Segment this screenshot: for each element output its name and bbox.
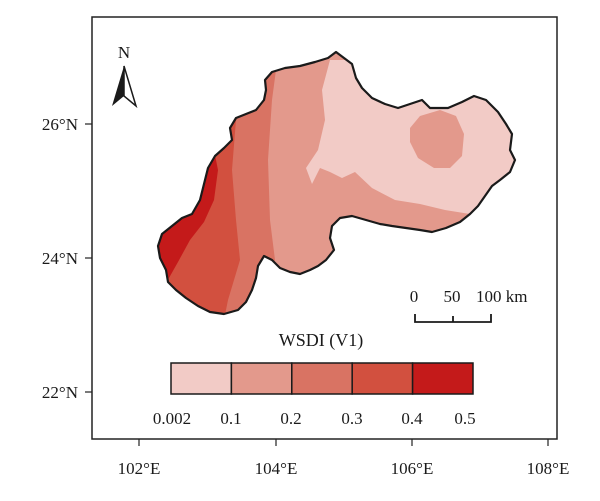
axis-ticks: [85, 123, 549, 446]
legend-break-label: 0.002: [153, 409, 191, 428]
x-tick-label: 104°E: [255, 459, 298, 478]
legend-break-label: 0.5: [454, 409, 475, 428]
north-label: N: [118, 43, 130, 62]
x-tick-label: 108°E: [527, 459, 570, 478]
legend-break-label: 0.4: [401, 409, 423, 428]
x-tick-label: 102°E: [118, 459, 161, 478]
legend-swatch: [230, 362, 293, 395]
scale-label: 50: [444, 287, 461, 306]
legend-swatch: [170, 362, 233, 395]
y-tick-label: 24°N: [42, 249, 78, 268]
zone-class4: [158, 52, 240, 314]
region-fill: [158, 52, 515, 314]
legend-break-label: 0.2: [280, 409, 301, 428]
legend: WSDI (V1) 0.002 0.1 0.2 0.3 0.4 0.5: [153, 330, 476, 428]
legend-break-label: 0.1: [220, 409, 241, 428]
zone-class2-patch: [410, 110, 464, 168]
legend-break-label: 0.3: [341, 409, 362, 428]
legend-title: WSDI (V1): [279, 330, 363, 351]
y-tick-label: 26°N: [42, 115, 78, 134]
scale-bar: 0 50 100 km: [410, 287, 527, 323]
legend-swatch: [351, 362, 414, 395]
y-tick-label: 22°N: [42, 383, 78, 402]
x-tick-label: 106°E: [391, 459, 434, 478]
legend-swatch: [411, 362, 474, 395]
north-arrow-icon: N: [112, 43, 138, 109]
legend-swatch: [291, 362, 353, 395]
map-frame: [91, 16, 558, 440]
scale-label: 0: [410, 287, 419, 306]
scale-label: 100 km: [476, 287, 527, 306]
